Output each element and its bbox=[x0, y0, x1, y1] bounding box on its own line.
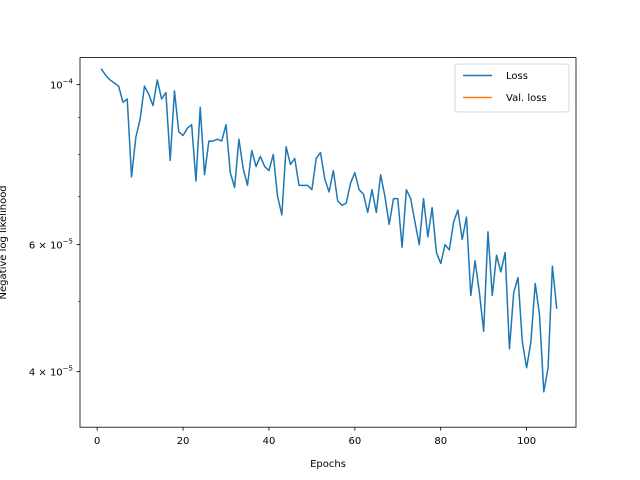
y-tick-label: 6 × 10−5 bbox=[29, 238, 73, 252]
x-tick-label: 60 bbox=[348, 436, 361, 447]
legend-label-loss: Loss bbox=[506, 71, 528, 82]
legend-label-val-loss: Val. loss bbox=[506, 93, 547, 104]
legend: Loss Val. loss bbox=[454, 63, 570, 113]
x-tick-label: 100 bbox=[517, 436, 536, 447]
x-axis: 0 20 40 60 80 100 bbox=[94, 427, 536, 447]
x-axis-label: Epochs bbox=[310, 459, 346, 470]
x-tick-label: 20 bbox=[177, 436, 190, 447]
y-axis-label: Negative log likelihood bbox=[0, 185, 9, 299]
plot-frame bbox=[79, 57, 577, 428]
y-tick-label: 10−4 bbox=[50, 78, 74, 92]
x-tick-label: 0 bbox=[94, 436, 100, 447]
series-layer bbox=[100, 68, 558, 393]
series-line-loss bbox=[100, 68, 558, 393]
x-tick-label: 80 bbox=[434, 436, 447, 447]
y-tick-label: 4 × 10−5 bbox=[29, 365, 73, 379]
y-axis: 10−4 6 × 10−5 4 × 10−5 bbox=[29, 78, 80, 379]
x-tick-label: 40 bbox=[263, 436, 276, 447]
